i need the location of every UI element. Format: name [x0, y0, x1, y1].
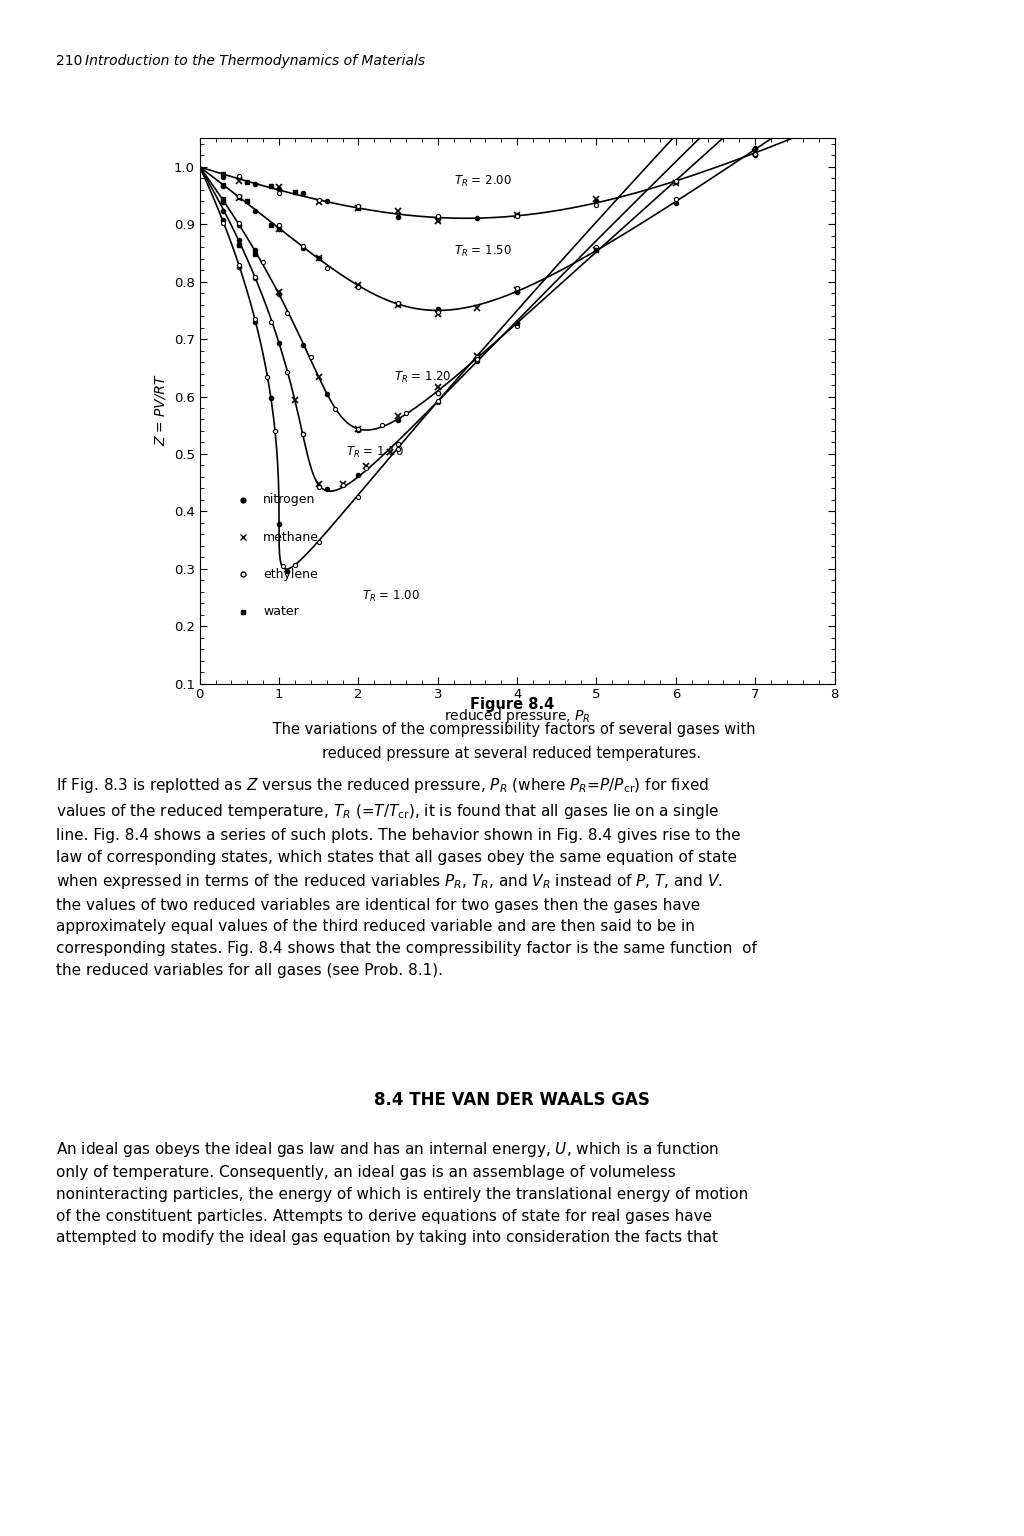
Text: $T_R$ = 1.00: $T_R$ = 1.00: [362, 588, 420, 604]
Text: nitrogen: nitrogen: [263, 493, 315, 507]
Text: $T_R$ = 2.00: $T_R$ = 2.00: [454, 174, 512, 189]
Y-axis label: Z = PV/RT: Z = PV/RT: [155, 376, 168, 445]
Text: ethylene: ethylene: [263, 568, 317, 581]
Text: An ideal gas obeys the ideal gas law and has an internal energy, $U$, which is a: An ideal gas obeys the ideal gas law and…: [56, 1140, 749, 1246]
Text: methane: methane: [263, 530, 319, 544]
Text: If Fig. 8.3 is replotted as $Z$ versus the reduced pressure, $P_R$ (where $P_R$=: If Fig. 8.3 is replotted as $Z$ versus t…: [56, 776, 757, 978]
Text: The variations of the compressibility factors of several gases with: The variations of the compressibility fa…: [268, 722, 756, 737]
Text: $T_R$ = 1.50: $T_R$ = 1.50: [454, 244, 512, 260]
Text: water: water: [263, 605, 299, 619]
Text: Introduction to the Thermodynamics of Materials: Introduction to the Thermodynamics of Ma…: [85, 54, 425, 68]
Text: reduced pressure at several reduced temperatures.: reduced pressure at several reduced temp…: [323, 746, 701, 762]
Text: $T_R$ = 1.20: $T_R$ = 1.20: [394, 370, 452, 386]
Text: Figure 8.4: Figure 8.4: [470, 697, 554, 713]
Text: $T_R$ = 1.10: $T_R$ = 1.10: [346, 445, 404, 461]
Text: 210: 210: [56, 54, 87, 68]
X-axis label: reduced pressure, $P_R$: reduced pressure, $P_R$: [443, 707, 591, 725]
Text: 8.4 THE VAN DER WAALS GAS: 8.4 THE VAN DER WAALS GAS: [374, 1091, 650, 1109]
